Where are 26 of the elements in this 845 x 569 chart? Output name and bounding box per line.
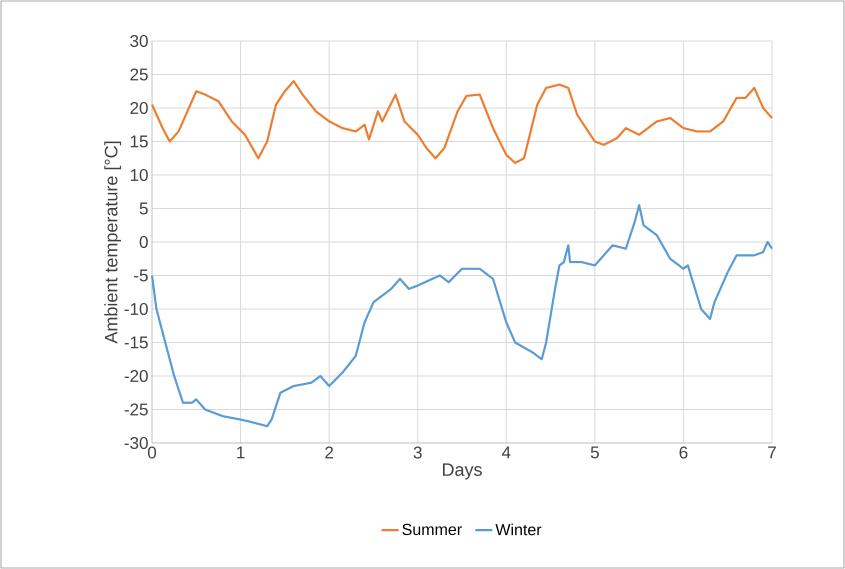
y-tick-label: 20 [130, 102, 148, 114]
legend-label: Winter [495, 524, 542, 536]
x-tick-label: 5 [590, 446, 599, 458]
y-tick-label: -20 [124, 370, 148, 382]
y-tick-label: -10 [124, 302, 148, 316]
x-axis-title: Days [442, 463, 482, 480]
x-tick-label: 2 [325, 446, 334, 458]
y-tick-label: 15 [130, 136, 148, 148]
y-tick-label: 30 [130, 34, 148, 48]
y-tick-label: 0 [140, 236, 148, 248]
y-tick-label: -25 [124, 403, 148, 416]
y-tick-label: -5 [134, 270, 148, 282]
x-tick-label: 1 [237, 446, 244, 458]
x-tick-label: 0 [148, 446, 156, 459]
y-tick-label: 10 [130, 168, 148, 182]
y-tick-label: 25 [130, 68, 148, 81]
line-series [150, 80, 774, 164]
x-tick-label: 7 [768, 446, 776, 458]
x-tick-label: 3 [414, 446, 422, 459]
x-tick-label: 6 [680, 446, 688, 459]
y-tick-label: -15 [124, 336, 148, 348]
legend-label: Summer [402, 524, 462, 536]
y-tick-label: 5 [140, 202, 148, 214]
y-axis-title: Ambient temperature [°C] [104, 142, 122, 344]
x-tick-label: 4 [502, 446, 511, 458]
y-tick-label: -30 [124, 436, 148, 450]
